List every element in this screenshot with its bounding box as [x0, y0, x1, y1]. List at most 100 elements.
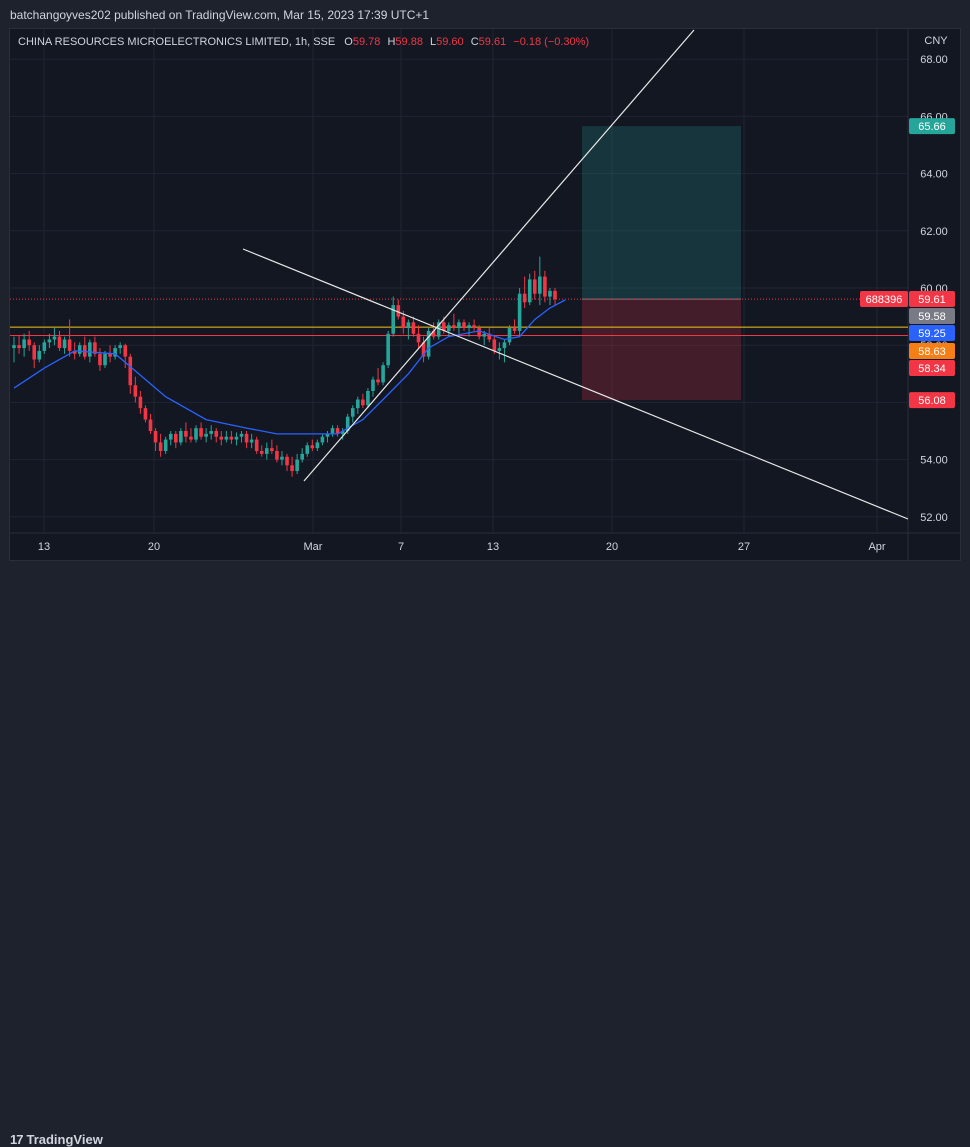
candle-body	[447, 325, 451, 331]
candle-body	[184, 431, 188, 437]
high-value: 59.88	[395, 36, 423, 48]
low-label: L	[430, 36, 437, 48]
x-tick-label: 27	[738, 541, 750, 553]
candle-body	[330, 428, 335, 434]
candle-body	[507, 328, 512, 343]
candle-body	[401, 316, 406, 329]
candle-body	[396, 305, 401, 317]
stop-price-tag: 56.08	[918, 395, 946, 407]
candle-body	[173, 433, 178, 443]
candle-body	[158, 442, 163, 452]
publish-info: batchangoyves202 published on TradingVie…	[10, 8, 430, 22]
change-value: −0.18 (−0.30%)	[513, 36, 590, 48]
candle-body	[315, 442, 320, 449]
candle-body	[320, 436, 325, 443]
candle-body	[204, 433, 208, 437]
candle-body	[244, 433, 249, 443]
candle-body	[254, 439, 259, 452]
y-tick-label: 62.00	[920, 226, 948, 238]
candle-body	[280, 456, 284, 460]
candle-body	[386, 333, 390, 366]
candle-body	[305, 445, 310, 454]
tradingview-logo-icon: 17	[10, 1132, 24, 1147]
candle-body	[431, 330, 436, 337]
candle-body	[27, 339, 31, 346]
tradingview-logo[interactable]: 17 TradingView	[10, 1132, 103, 1147]
candle-body	[57, 336, 62, 349]
candle-body	[32, 345, 37, 360]
symbol-badge-bg	[860, 291, 908, 307]
stop-price-tag-bg	[909, 392, 955, 409]
close-value: 59.61	[478, 36, 507, 48]
candle-body	[179, 431, 183, 443]
high-label: H	[387, 36, 396, 48]
candle-body	[366, 390, 370, 406]
candle-body	[275, 451, 279, 460]
candle-body	[543, 276, 547, 297]
candle-body	[502, 342, 507, 349]
candle-body	[345, 416, 350, 431]
candle-body	[376, 379, 380, 383]
currency-label: CNY	[924, 35, 948, 47]
chart-legend: CHINA RESOURCES MICROELECTRONICS LIMITED…	[18, 36, 589, 48]
candle-body	[477, 328, 481, 337]
candle-body	[143, 408, 148, 420]
target-price-tag-bg	[909, 118, 955, 135]
candle-body	[234, 436, 239, 440]
open-value: 59.78	[352, 36, 381, 48]
candle-body	[138, 396, 143, 409]
candle-body	[108, 353, 112, 357]
candle-body	[300, 453, 304, 460]
y-tick-label: 64.00	[920, 169, 948, 181]
position-profit-zone	[582, 126, 741, 300]
candle-body	[229, 436, 234, 440]
candle-body	[487, 333, 492, 340]
symbol-badge: 688396	[866, 294, 903, 306]
candle-body	[452, 325, 456, 329]
x-tick-label: 13	[38, 541, 50, 553]
candle-body	[128, 356, 133, 386]
candle-body	[467, 325, 471, 329]
candle-body	[457, 322, 461, 329]
candle-body	[113, 348, 117, 357]
candle-body	[553, 290, 557, 300]
candle-body	[189, 436, 193, 440]
open-label: O	[344, 36, 353, 48]
candle-body	[285, 456, 289, 466]
candle-body	[214, 431, 219, 437]
candle-body	[548, 290, 552, 297]
candle-body	[335, 428, 340, 434]
candle-body	[239, 433, 244, 437]
price-tag-bg	[909, 291, 955, 307]
publish-header: batchangoyves202 published on TradingVie…	[0, 0, 970, 28]
price-tag-bg	[909, 308, 955, 324]
candle-body	[426, 330, 431, 357]
candle-body	[22, 339, 26, 349]
y-tick-label: 54.00	[920, 455, 948, 467]
symbol-title[interactable]: CHINA RESOURCES MICROELECTRONICS LIMITED…	[18, 36, 336, 48]
candle-body	[82, 345, 87, 357]
candle-body	[199, 428, 203, 437]
candle-body	[290, 465, 294, 472]
candle-body	[67, 339, 72, 351]
candle-body	[194, 428, 198, 440]
low-value: 59.60	[436, 36, 464, 48]
price-tag: 58.34	[918, 363, 946, 375]
candle-body	[512, 328, 517, 331]
x-tick-label: 20	[606, 541, 618, 553]
price-tag: 59.58	[918, 311, 946, 323]
candle-body	[472, 325, 476, 329]
candle-body	[37, 350, 42, 360]
candle-body	[148, 419, 153, 431]
x-tick-label: Mar	[304, 541, 323, 553]
candle-body	[270, 448, 274, 452]
price-chart[interactable]: CNY52.0054.0056.0058.0060.0062.0064.0066…	[0, 0, 970, 595]
position-stop-zone	[582, 299, 741, 401]
x-tick-label: Apr	[868, 541, 885, 553]
candle-body	[497, 348, 502, 351]
candle-body	[381, 365, 385, 383]
trend-line-rising	[303, 29, 695, 482]
trend-line-falling	[242, 248, 909, 520]
tradingview-brand: TradingView	[26, 1132, 103, 1147]
candle-body	[249, 439, 254, 443]
